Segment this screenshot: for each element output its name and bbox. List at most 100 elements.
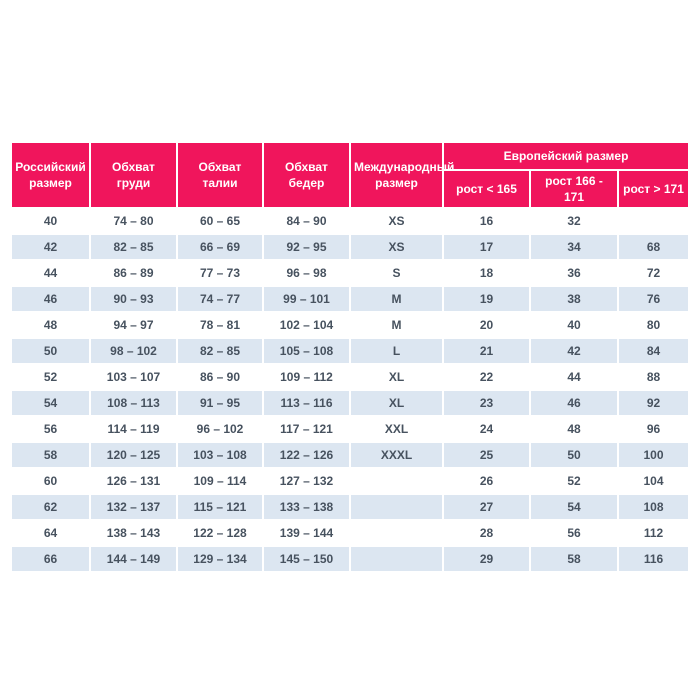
cell-hips: 109 – 112 (264, 365, 349, 390)
cell-height-lt-165: 18 (444, 261, 529, 286)
cell-waist: 74 – 77 (178, 287, 262, 312)
cell-height-lt-165: 17 (444, 235, 529, 260)
cell-height-gt-171: 100 (619, 443, 689, 468)
cell-height-166-171: 42 (531, 339, 617, 364)
cell-international-size: XL (351, 391, 442, 416)
cell-height-lt-165: 25 (444, 443, 529, 468)
col-header-hips: Обхват бедер (264, 143, 349, 208)
cell-height-lt-165: 26 (444, 469, 529, 494)
cell-waist: 78 – 81 (178, 313, 262, 338)
cell-waist: 115 – 121 (178, 495, 262, 520)
cell-height-166-171: 36 (531, 261, 617, 286)
cell-international-size: L (351, 339, 442, 364)
cell-chest: 74 – 80 (91, 209, 176, 234)
cell-height-166-171: 56 (531, 521, 617, 546)
cell-height-lt-165: 29 (444, 547, 529, 572)
cell-hips: 127 – 132 (264, 469, 349, 494)
table-row: 48 94 – 97 78 – 81 102 – 104 M 20 40 80 (12, 313, 689, 338)
col-header-international-size: Международный размер (351, 143, 454, 208)
cell-height-166-171: 46 (531, 391, 617, 416)
cell-russian-size: 52 (12, 365, 89, 390)
cell-russian-size: 64 (12, 521, 89, 546)
cell-height-166-171: 48 (531, 417, 617, 442)
table-row: 44 86 – 89 77 – 73 96 – 98 S 18 36 72 (12, 261, 689, 286)
cell-height-lt-165: 23 (444, 391, 529, 416)
cell-russian-size: 48 (12, 313, 89, 338)
table-row: 50 98 – 102 82 – 85 105 – 108 L 21 42 84 (12, 339, 689, 364)
cell-hips: 139 – 144 (264, 521, 349, 546)
cell-height-gt-171: 72 (619, 261, 689, 286)
size-chart-table: Российский размер Обхват груди Обхват та… (10, 141, 690, 573)
cell-hips: 145 – 150 (264, 547, 349, 572)
cell-height-gt-171: 92 (619, 391, 689, 416)
cell-height-lt-165: 20 (444, 313, 529, 338)
cell-height-lt-165: 21 (444, 339, 529, 364)
cell-waist: 77 – 73 (178, 261, 262, 286)
cell-chest: 90 – 93 (91, 287, 176, 312)
cell-height-gt-171: 108 (619, 495, 689, 520)
cell-waist: 66 – 69 (178, 235, 262, 260)
cell-height-gt-171: 104 (619, 469, 689, 494)
header-row-top: Российский размер Обхват груди Обхват та… (12, 143, 689, 208)
table-row: 46 90 – 93 74 – 77 99 – 101 M 19 38 76 (12, 287, 689, 312)
cell-height-166-171: 50 (531, 443, 617, 468)
cell-international-size: XXXL (351, 443, 442, 468)
cell-height-gt-171: 80 (619, 313, 689, 338)
cell-international-size: XXL (351, 417, 442, 442)
cell-hips: 122 – 126 (264, 443, 349, 468)
table-row: 64 138 – 143 122 – 128 139 – 144 28 56 112 (12, 521, 689, 546)
cell-international-size (351, 547, 442, 572)
cell-hips: 96 – 98 (264, 261, 349, 286)
cell-height-lt-165: 28 (444, 521, 529, 546)
cell-russian-size: 58 (12, 443, 89, 468)
col-header-chest: Обхват груди (91, 143, 176, 208)
cell-height-166-171: 52 (531, 469, 617, 494)
cell-hips: 113 – 116 (264, 391, 349, 416)
cell-height-lt-165: 16 (444, 209, 529, 234)
cell-hips: 102 – 104 (264, 313, 349, 338)
cell-international-size: XS (351, 209, 442, 234)
cell-chest: 98 – 102 (91, 339, 176, 364)
cell-chest: 103 – 107 (91, 365, 176, 390)
col-header-height-166-171: рост 166 - 171 (531, 171, 617, 208)
cell-hips: 99 – 101 (264, 287, 349, 312)
cell-russian-size: 40 (12, 209, 89, 234)
cell-russian-size: 60 (12, 469, 89, 494)
cell-chest: 126 – 131 (91, 469, 176, 494)
cell-height-lt-165: 19 (444, 287, 529, 312)
cell-height-166-171: 44 (531, 365, 617, 390)
cell-chest: 82 – 85 (91, 235, 176, 260)
header-row-sub: рост < 165 рост 166 - 171 рост > 171 (12, 171, 689, 208)
cell-hips: 133 – 138 (264, 495, 349, 520)
cell-chest: 120 – 125 (91, 443, 176, 468)
cell-hips: 84 – 90 (264, 209, 349, 234)
cell-height-gt-171: 84 (619, 339, 689, 364)
col-header-russian-size: Российский размер (12, 143, 89, 208)
cell-height-166-171: 32 (531, 209, 617, 234)
cell-chest: 114 – 119 (91, 417, 176, 442)
cell-waist: 60 – 65 (178, 209, 262, 234)
col-header-height-lt-165: рост < 165 (444, 171, 529, 208)
cell-waist: 129 – 134 (178, 547, 262, 572)
cell-russian-size: 46 (12, 287, 89, 312)
cell-height-166-171: 58 (531, 547, 617, 572)
cell-height-gt-171: 88 (619, 365, 689, 390)
cell-height-166-171: 54 (531, 495, 617, 520)
cell-height-166-171: 40 (531, 313, 617, 338)
cell-chest: 132 – 137 (91, 495, 176, 520)
col-header-european-size: Европейский размер (444, 143, 689, 169)
size-chart-header: Российский размер Обхват груди Обхват та… (12, 143, 689, 208)
cell-height-gt-171: 116 (619, 547, 689, 572)
table-row: 52 103 – 107 86 – 90 109 – 112 XL 22 44 88 (12, 365, 689, 390)
cell-international-size: M (351, 313, 442, 338)
cell-height-gt-171: 76 (619, 287, 689, 312)
cell-height-lt-165: 24 (444, 417, 529, 442)
cell-hips: 117 – 121 (264, 417, 349, 442)
cell-international-size (351, 495, 442, 520)
cell-russian-size: 66 (12, 547, 89, 572)
cell-russian-size: 50 (12, 339, 89, 364)
table-row: 58 120 – 125 103 – 108 122 – 126 XXXL 25 50 100 (12, 443, 689, 468)
cell-waist: 86 – 90 (178, 365, 262, 390)
cell-hips: 92 – 95 (264, 235, 349, 260)
